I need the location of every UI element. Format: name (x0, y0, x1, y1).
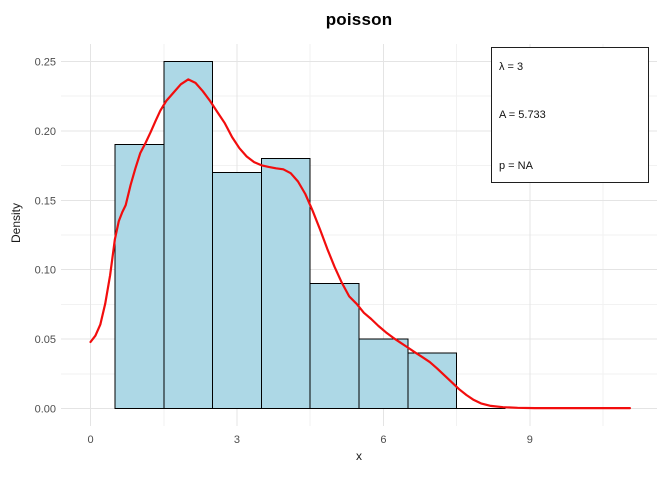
histogram-bar (407, 352, 458, 410)
histogram-bar (212, 171, 262, 410)
tick-labels: 0 3 6 9 0.00 0.05 0.10 0.15 0.20 0.25 (35, 56, 533, 446)
y-axis-title-text: Density (9, 202, 23, 244)
annotation-pvalue: p = NA (499, 160, 533, 172)
x-tick-label: 6 (380, 434, 386, 446)
y-tick-label: 0.10 (35, 265, 56, 277)
histogram-bar (163, 60, 214, 410)
chart-title: poisson (325, 10, 393, 29)
x-axis-title: x (356, 449, 362, 463)
histogram-bar (114, 144, 165, 410)
x-tick-label: 9 (527, 434, 533, 446)
y-tick-label: 0.15 (35, 195, 56, 207)
x-tick-label: 3 (234, 434, 240, 446)
y-tick-label: 0.00 (35, 404, 56, 416)
histogram-bar (260, 158, 311, 410)
histogram-bar (309, 283, 360, 410)
annotation-lambda: λ = 3 (499, 61, 524, 73)
annotation-box: λ = 3 A = 5.733 p = NA (491, 47, 649, 183)
histogram (114, 60, 506, 410)
y-tick-label: 0.25 (35, 56, 56, 68)
y-tick-label: 0.05 (35, 334, 56, 346)
density-curve (89, 78, 631, 410)
histogram-bar (358, 338, 409, 410)
x-tick-label: 0 (87, 434, 93, 446)
annotation-area: A = 5.733 (499, 109, 546, 121)
y-tick-label: 0.20 (35, 126, 56, 138)
